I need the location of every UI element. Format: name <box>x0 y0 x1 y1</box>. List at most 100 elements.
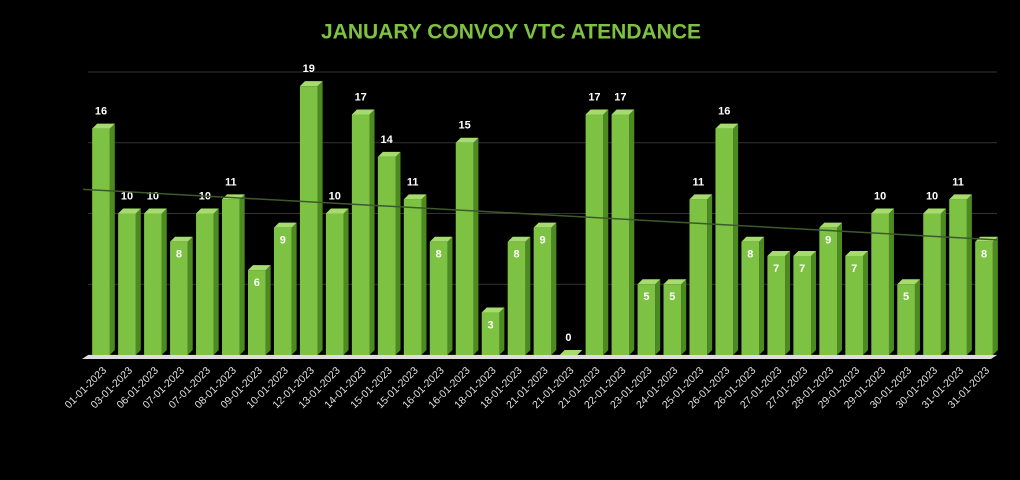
bar-side <box>603 109 609 355</box>
bar-side <box>525 236 531 355</box>
value-label: 8 <box>747 249 753 261</box>
value-label: 8 <box>981 249 987 261</box>
bar-top <box>611 109 635 115</box>
bar-side <box>291 222 297 355</box>
bar-side <box>888 208 894 355</box>
bar-side <box>681 279 687 355</box>
bar <box>949 199 967 355</box>
value-label: 8 <box>436 249 442 261</box>
trendline <box>82 188 998 241</box>
bar <box>92 128 110 355</box>
bar-top <box>689 194 713 200</box>
bar <box>819 227 838 355</box>
bar <box>377 156 396 355</box>
bar-top <box>741 236 765 242</box>
bar <box>222 199 240 355</box>
bar <box>507 241 526 355</box>
bar-side <box>161 208 167 355</box>
bar-top <box>767 250 791 256</box>
bar-top <box>481 307 505 313</box>
bar-top <box>949 194 972 200</box>
bar-top <box>897 279 920 285</box>
bar-top <box>144 208 167 214</box>
value-label: 7 <box>799 263 805 275</box>
value-label: 17 <box>614 91 626 103</box>
bar-top <box>377 151 401 157</box>
value-label: 7 <box>773 263 779 275</box>
bar-side <box>785 250 791 355</box>
value-label: 10 <box>121 190 133 202</box>
bar <box>767 255 786 355</box>
bar-top <box>819 222 843 228</box>
bar-side <box>395 151 401 355</box>
value-label: 11 <box>952 176 964 188</box>
value-label: 16 <box>95 106 107 118</box>
bar <box>455 142 474 355</box>
chart-title: JANUARY CONVOY VTC ATENDANCE <box>321 21 701 44</box>
bar-side <box>940 208 946 355</box>
bar-side <box>862 250 868 355</box>
bar <box>689 199 708 355</box>
bar-side <box>369 109 375 355</box>
value-label: 15 <box>458 120 470 132</box>
bar-top <box>585 109 609 115</box>
bar <box>715 128 734 355</box>
value-label: 5 <box>643 291 649 303</box>
bar-side <box>992 236 998 355</box>
bar-side <box>109 123 115 355</box>
value-label: 19 <box>303 63 315 75</box>
bar-side <box>759 236 765 355</box>
bar-side <box>213 208 219 355</box>
bar-top <box>793 250 817 256</box>
bar-side <box>473 137 479 355</box>
bar <box>793 255 812 355</box>
bar-side <box>265 265 271 355</box>
value-label: 3 <box>487 319 493 331</box>
bar <box>273 227 292 355</box>
value-label: 8 <box>176 249 182 261</box>
bar-top <box>299 81 323 87</box>
value-label: 6 <box>254 277 260 289</box>
bar-side <box>447 236 453 355</box>
value-label: 14 <box>381 134 394 146</box>
bar <box>481 312 500 355</box>
bar <box>325 213 344 355</box>
bar-top <box>403 194 427 200</box>
bar <box>871 213 889 355</box>
bar <box>299 86 318 356</box>
bar <box>118 213 136 355</box>
bar-side <box>655 279 661 355</box>
bar-top <box>325 208 349 214</box>
bar-top <box>507 236 531 242</box>
value-label: 10 <box>329 190 341 202</box>
value-label: 10 <box>926 190 938 202</box>
floor <box>82 355 997 359</box>
value-label: 9 <box>539 235 545 247</box>
bar-side <box>421 194 427 355</box>
value-label: 11 <box>693 176 705 188</box>
bar <box>923 213 941 355</box>
bar-side <box>499 307 505 355</box>
bar <box>585 114 604 355</box>
bar <box>247 270 266 355</box>
bar-side <box>343 208 349 355</box>
bar-side <box>239 194 245 355</box>
bar <box>637 284 656 355</box>
value-label: 10 <box>874 190 886 202</box>
bar <box>429 241 448 355</box>
bar <box>897 284 915 355</box>
bar-side <box>629 109 635 355</box>
bar <box>845 255 863 355</box>
bar-top <box>845 250 868 256</box>
bar <box>741 241 760 355</box>
value-label: 5 <box>903 291 909 303</box>
bar <box>975 241 993 355</box>
value-label: 17 <box>355 91 367 103</box>
bar-top <box>118 208 141 214</box>
bar-side <box>135 208 141 355</box>
bar-side <box>811 250 817 355</box>
value-label: 17 <box>588 91 600 103</box>
bar-side <box>966 194 972 355</box>
value-label: 0 <box>565 332 571 344</box>
